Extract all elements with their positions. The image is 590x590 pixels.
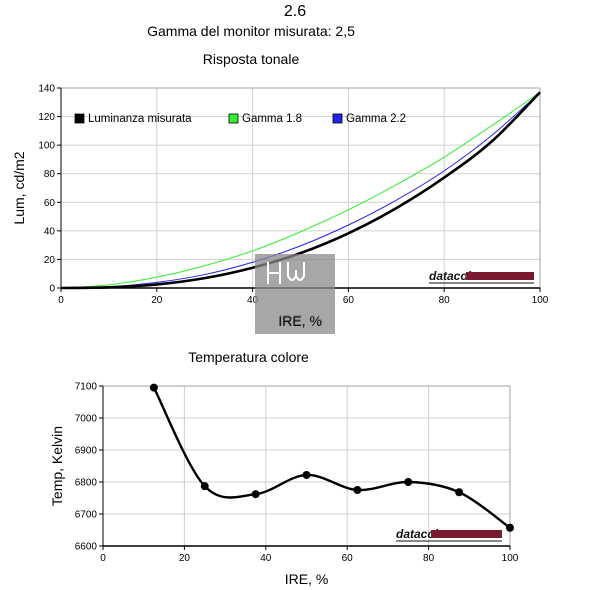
x-tick-label: 20: [179, 553, 191, 564]
tonal-response-title: Risposta tonale: [202, 51, 300, 67]
data-point: [149, 383, 158, 392]
y-tick-label: 6600: [75, 542, 98, 553]
legend-label: Luminanza misurata: [88, 113, 192, 125]
x-tick-label: 80: [439, 295, 451, 306]
x-tick-label: 0: [58, 295, 64, 306]
datacolor-brand-bar: [431, 530, 502, 538]
x-axis-label: IRE, %: [285, 571, 329, 587]
legend-label: Gamma 2.2: [346, 113, 406, 125]
y-tick-label: 0: [49, 284, 55, 295]
x-tick-label: 80: [423, 553, 435, 564]
color-temperature-title: Temperatura colore: [188, 349, 309, 365]
x-tick-label: 60: [343, 295, 355, 306]
y-tick-label: 6800: [75, 478, 98, 489]
series-line: [60, 91, 541, 289]
y-tick-label: 40: [44, 226, 56, 237]
series-line: [60, 91, 541, 290]
y-tick-label: 80: [44, 169, 56, 180]
x-tick-label: 40: [247, 295, 259, 306]
data-point: [302, 470, 311, 479]
watermark-label: IRE, %: [278, 313, 322, 329]
y-tick-label: 100: [38, 141, 55, 152]
y-tick-label: 7000: [75, 414, 98, 425]
y-tick-label: 60: [44, 198, 56, 209]
x-tick-label: 60: [342, 553, 354, 564]
x-tick-label: 40: [260, 553, 272, 564]
y-axis-label: Lum, cd/m2: [11, 151, 27, 224]
color-temperature-chart: 0 20 40 60 80 100 6600 6700 6800 6900 7000 7100 IRE,…: [49, 382, 519, 588]
data-point: [200, 482, 209, 491]
data-point: [455, 488, 464, 497]
gamma-subtitle: Gamma del monitor misurata: 2,5: [147, 23, 355, 39]
legend-label: Gamma 1.8: [242, 113, 302, 125]
series-line: [152, 387, 511, 529]
y-tick-label: 140: [38, 84, 55, 95]
y-tick-label: 20: [44, 255, 56, 266]
page-title: 2.6: [283, 3, 307, 20]
y-tick-label: 120: [38, 112, 55, 123]
series-line: [60, 91, 541, 289]
legend-swatch: [228, 113, 239, 124]
x-tick-label: 0: [100, 553, 106, 564]
datacolor-brand-bar: [466, 272, 534, 280]
data-point: [251, 490, 260, 499]
x-tick-label: 100: [502, 553, 519, 564]
data-point: [404, 478, 413, 486]
y-tick-label: 6900: [75, 446, 98, 457]
y-tick-label: 6700: [75, 510, 98, 521]
legend-swatch: [74, 113, 85, 124]
x-tick-label: 100: [532, 295, 549, 306]
x-tick-label: 20: [151, 295, 163, 306]
data-point: [353, 486, 362, 494]
y-tick-label: 7100: [75, 382, 98, 393]
watermark-overlay: IRE, %: [255, 254, 335, 334]
y-axis-label: Temp, Kelvin: [49, 426, 65, 506]
legend-swatch: [332, 113, 343, 124]
watermark-logo-icon: [267, 262, 305, 284]
data-point: [506, 523, 514, 532]
